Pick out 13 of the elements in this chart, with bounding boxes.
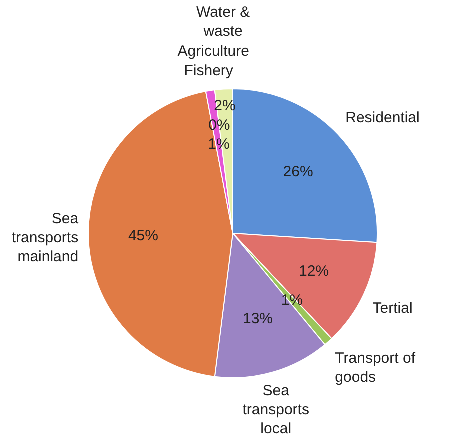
category-label: Agriculture	[178, 42, 250, 60]
slice-label: Fishery	[184, 62, 234, 80]
data-label: 12%	[299, 262, 330, 280]
data-label: 26%	[283, 163, 314, 180]
data-label: 1%	[281, 292, 304, 309]
slice-label: Transport of goods	[335, 350, 416, 386]
slice-label: Sea transports mainland	[12, 210, 80, 266]
slice-label: Water & waste	[196, 4, 250, 40]
data-label: 13%	[242, 310, 274, 328]
data-label: 45%	[128, 227, 158, 244]
slice-label: Residential	[346, 109, 420, 126]
slice-label: Tertial	[372, 300, 413, 317]
slice-label: Sea transports local	[242, 382, 310, 435]
